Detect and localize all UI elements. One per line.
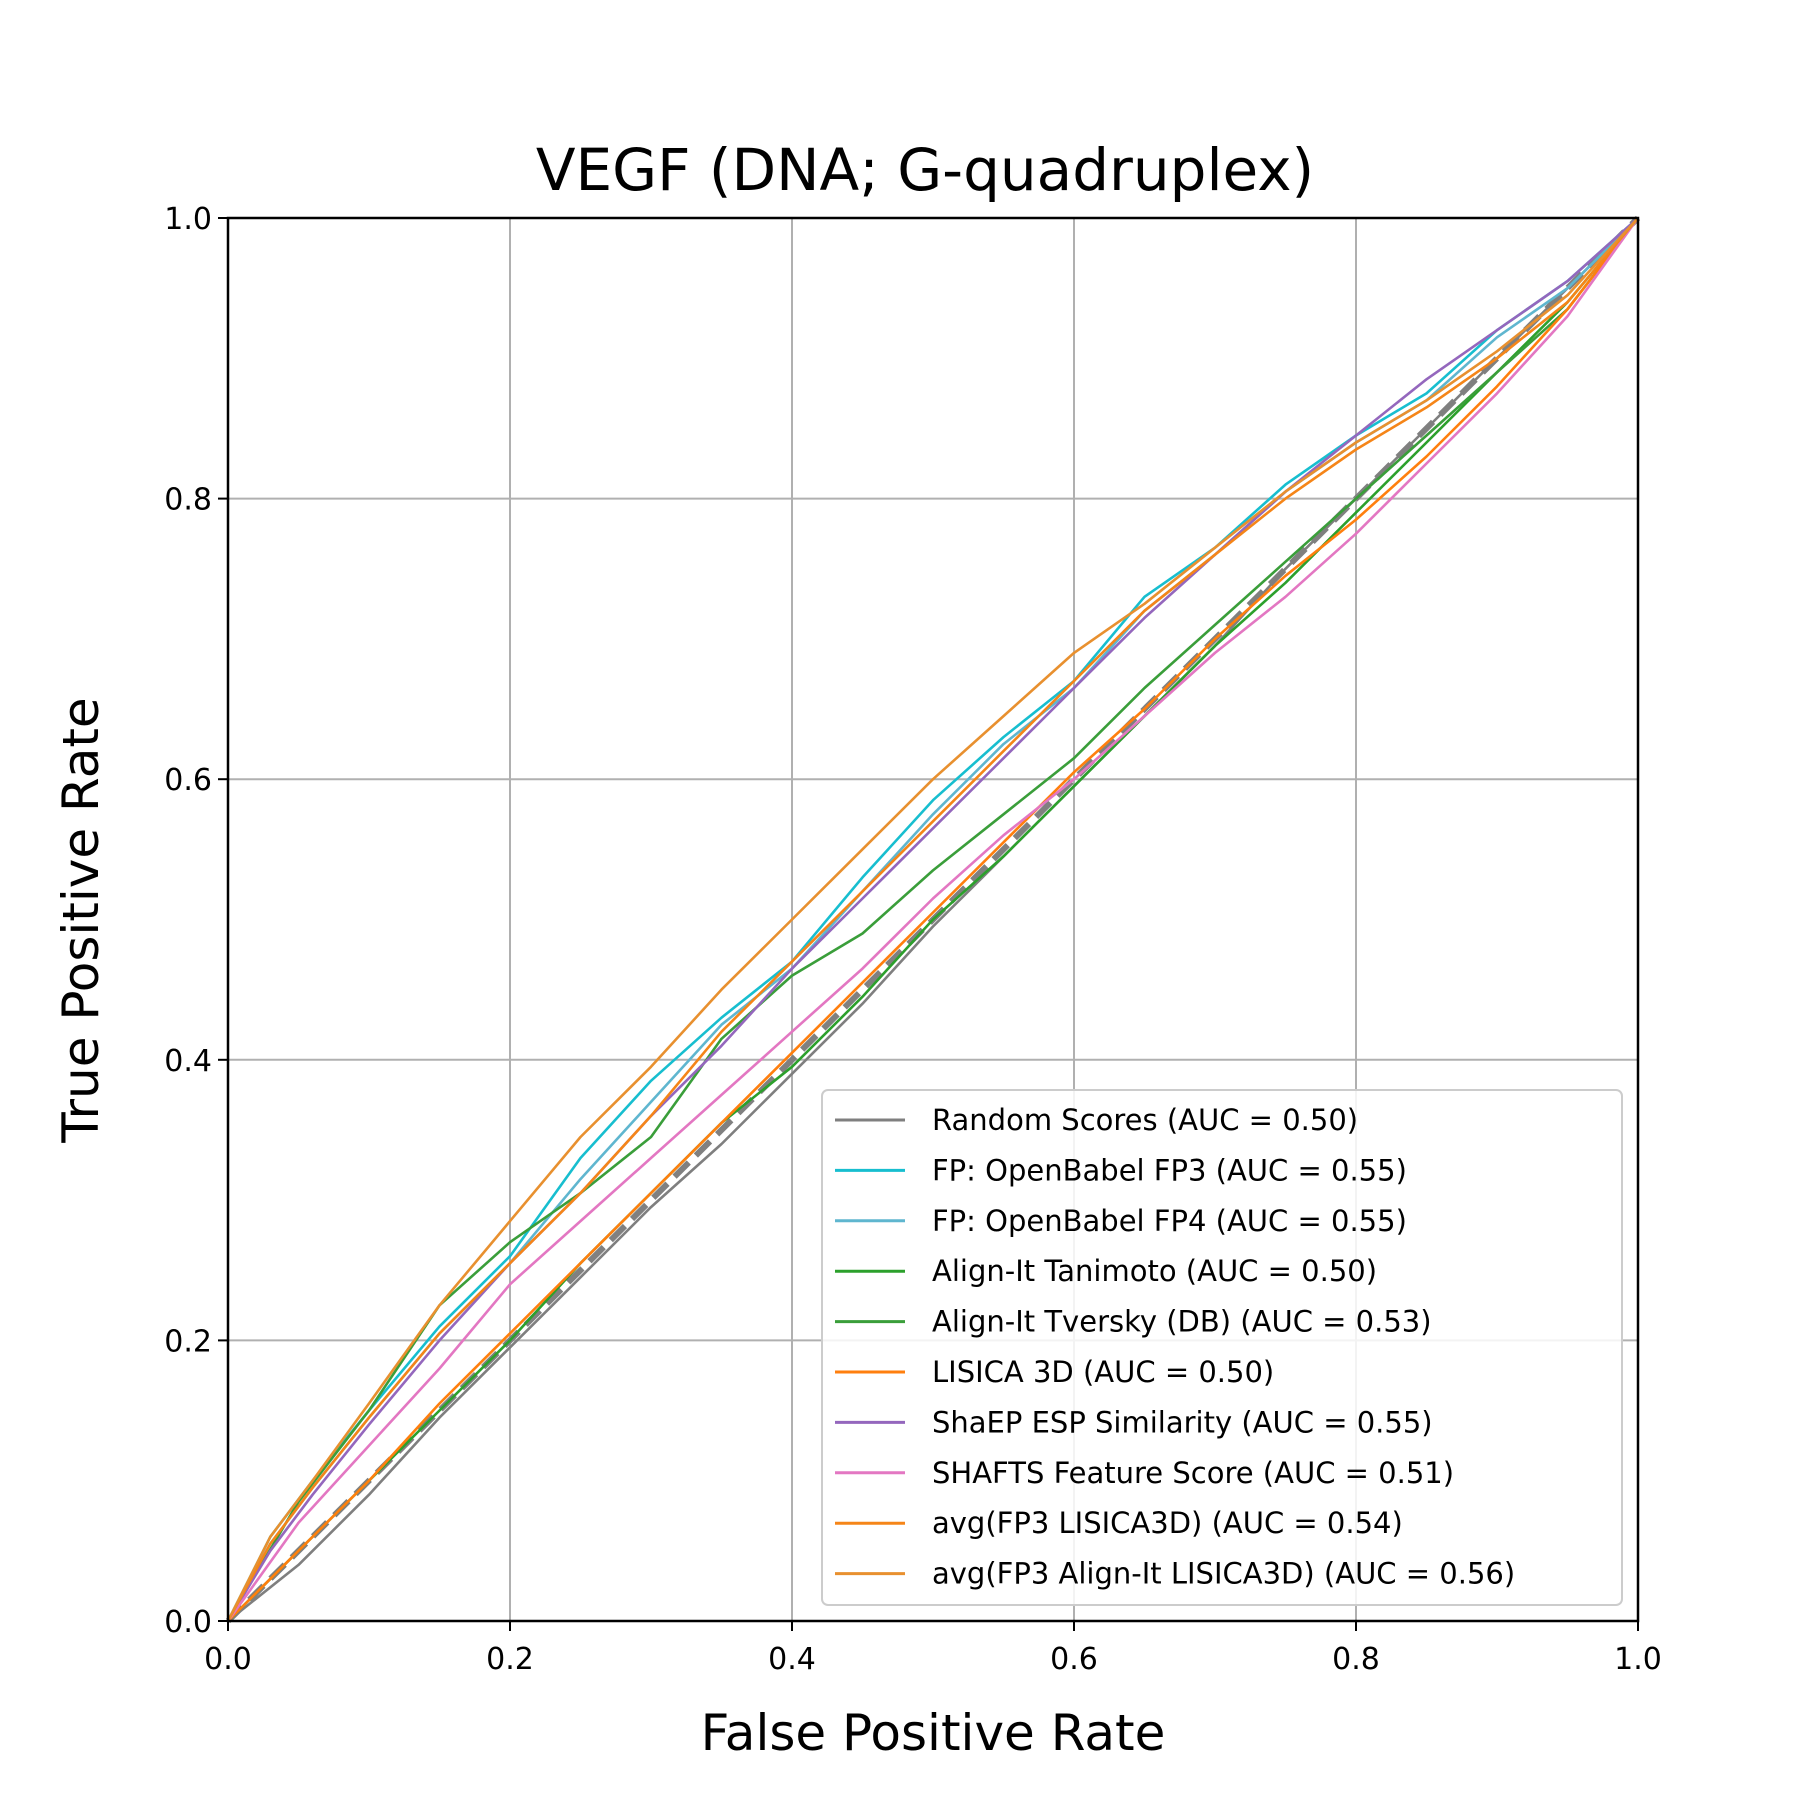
y-tick-label: 1.0 — [164, 202, 212, 237]
y-axis-ticks: 0.0 0.2 0.4 0.6 0.8 1.0 — [164, 202, 228, 1640]
y-axis-title: True Positive Rate — [52, 697, 110, 1143]
x-tick-label: 0.8 — [1332, 1642, 1380, 1677]
legend-label: Align-It Tanimoto (AUC = 0.50) — [932, 1254, 1377, 1288]
x-tick-label: 0.6 — [1050, 1642, 1098, 1677]
series-line-3 — [227, 217, 1639, 1622]
x-tick-label: 0.0 — [204, 1642, 252, 1677]
y-tick-label: 0.0 — [164, 1605, 212, 1640]
series-line-4 — [226, 217, 1640, 1622]
plot-frame — [226, 216, 1640, 1623]
series-line-8 — [226, 217, 1639, 1622]
series-line-1 — [226, 217, 1639, 1622]
legend-label: SHAFTS Feature Score (AUC = 0.51) — [932, 1456, 1454, 1490]
legend-label: Random Scores (AUC = 0.50) — [932, 1103, 1358, 1137]
legend-box — [821, 1089, 1623, 1606]
legend-label: FP: OpenBabel FP4 (AUC = 0.55) — [932, 1204, 1407, 1238]
y-tick-label: 0.4 — [164, 1044, 212, 1079]
x-tick-label: 0.4 — [768, 1642, 816, 1677]
y-tick-label: 0.8 — [164, 483, 212, 518]
y-tick-label: 0.6 — [164, 763, 212, 798]
x-tick-label: 1.0 — [1614, 1642, 1662, 1677]
x-axis-title: False Positive Rate — [701, 1704, 1166, 1762]
series-line-9 — [226, 217, 1639, 1622]
series-line-7 — [226, 217, 1640, 1622]
y-tick-label: 0.2 — [164, 1324, 212, 1359]
chart-title: VEGF (DNA; G-quadruplex) — [536, 136, 1314, 204]
legend-label: ShaEP ESP Similarity (AUC = 0.55) — [932, 1405, 1433, 1439]
series-line-5 — [227, 217, 1640, 1622]
series-lines — [226, 217, 1640, 1623]
series-line-6 — [226, 217, 1639, 1622]
series-line-0 — [227, 217, 1639, 1623]
legend: Random Scores (AUC = 0.50) FP: OpenBabel … — [821, 1089, 1623, 1606]
x-axis-ticks: 0.0 0.2 0.4 0.6 0.8 1.0 — [204, 1621, 1662, 1677]
legend-label: avg(FP3 LISICA3D) (AUC = 0.54) — [932, 1506, 1403, 1540]
legend-label: LISICA 3D (AUC = 0.50) — [932, 1355, 1274, 1389]
legend-label: FP: OpenBabel FP3 (AUC = 0.55) — [932, 1153, 1407, 1187]
x-tick-label: 0.2 — [486, 1642, 534, 1677]
legend-label: avg(FP3 Align-It LISICA3D) (AUC = 0.56) — [932, 1557, 1515, 1591]
legend-label: Align-It Tversky (DB) (AUC = 0.53) — [932, 1305, 1432, 1339]
